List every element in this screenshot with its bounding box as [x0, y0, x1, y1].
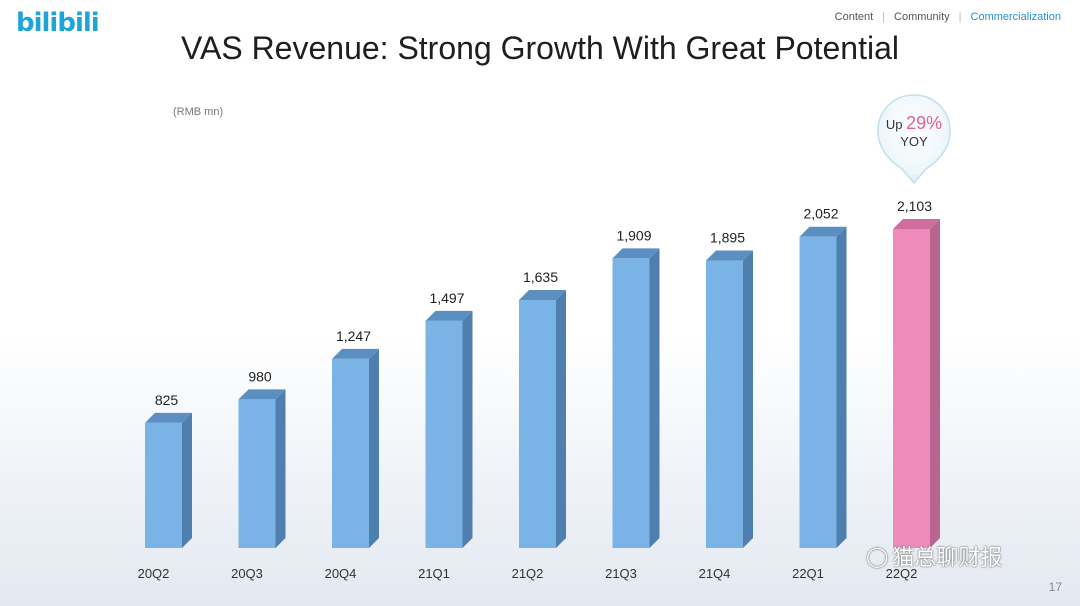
value-label: 1,497 — [429, 290, 464, 306]
bilibili-logo: bilibili — [16, 8, 100, 38]
nav-community[interactable]: Community — [894, 11, 950, 23]
bar-top-21Q1 — [425, 310, 473, 321]
bar-top-20Q4 — [332, 348, 379, 359]
bar-top-21Q4 — [706, 250, 753, 261]
yoy-callout: Up 29% YOY — [876, 93, 952, 185]
category-label: 21Q2 — [512, 566, 544, 581]
category-label: 20Q4 — [325, 566, 357, 581]
bar-top-22Q2 — [893, 219, 940, 229]
value-label: 2,052 — [803, 206, 838, 222]
bar-22Q1 — [799, 236, 837, 548]
value-label: 1,247 — [336, 328, 371, 344]
nav-separator: | — [958, 11, 962, 23]
bar-side-20Q2 — [182, 412, 192, 548]
category-label: 21Q4 — [699, 566, 731, 581]
bar-side-22Q1 — [836, 226, 847, 548]
bar-20Q2 — [145, 422, 182, 548]
category-label: 20Q3 — [231, 566, 263, 581]
bar-top-21Q3 — [612, 248, 660, 259]
watermark-text: 猫总聊财报 — [892, 546, 1003, 571]
bar-21Q4 — [706, 260, 743, 548]
nav-content[interactable]: Content — [834, 11, 874, 23]
slide-title: VAS Revenue: Strong Growth With Great Po… — [181, 30, 899, 66]
bar-side-21Q4 — [743, 250, 753, 548]
unit-label: (RMB mn) — [173, 106, 224, 118]
value-label: 1,635 — [523, 269, 558, 285]
nav-separator: | — [882, 11, 886, 23]
category-label: 22Q1 — [792, 566, 824, 581]
category-label: 21Q1 — [418, 566, 450, 581]
category-label: 20Q2 — [138, 566, 170, 581]
watermark: ◯ 猫总聊财报 — [866, 540, 1002, 572]
bar-top-20Q3 — [238, 389, 286, 400]
page-number: 17 — [1048, 580, 1062, 594]
nav-commercialization[interactable]: Commercialization — [970, 11, 1061, 23]
bar-side-20Q4 — [369, 348, 379, 548]
bar-side-21Q1 — [462, 310, 473, 548]
value-label: 825 — [155, 392, 179, 408]
callout-percent: 29% — [906, 113, 943, 133]
callout-prefix: Up — [885, 117, 903, 132]
bar-side-22Q2 — [930, 219, 940, 548]
value-label: 1,895 — [710, 230, 745, 246]
value-label: 2,103 — [897, 198, 932, 214]
value-label: 1,909 — [616, 227, 651, 243]
callout-suffix: YOY — [900, 134, 928, 149]
bar-top-22Q1 — [799, 226, 847, 237]
bar-21Q2 — [519, 299, 556, 548]
category-label: 21Q3 — [605, 566, 637, 581]
bar-top-21Q2 — [519, 289, 566, 300]
callout-bubble-shape — [877, 94, 951, 185]
callout-text: Up 29% YOY — [876, 113, 952, 150]
bar-22Q2 — [893, 229, 930, 548]
category-label: 22Q2 — [886, 566, 918, 581]
bar-21Q1 — [425, 320, 463, 548]
bar-top-20Q2 — [145, 412, 192, 423]
top-navigation: Content | Community | Commercialization — [826, 11, 1070, 23]
bar-side-21Q3 — [649, 248, 660, 548]
bar-side-20Q3 — [275, 389, 286, 548]
bar-20Q4 — [332, 358, 369, 548]
bar-side-21Q2 — [556, 289, 566, 548]
value-label: 980 — [248, 368, 272, 384]
bar-20Q3 — [238, 399, 276, 548]
wechat-icon: ◯ — [866, 544, 889, 568]
bar-21Q3 — [612, 258, 650, 548]
